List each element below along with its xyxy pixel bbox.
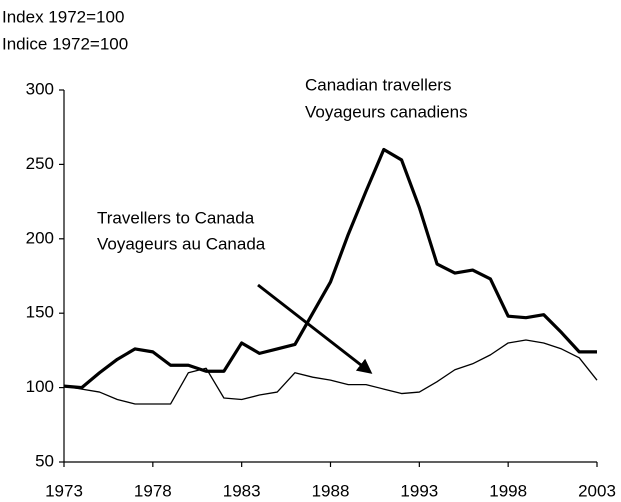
y-tick-label: 250 xyxy=(26,154,54,173)
y-tick-label: 50 xyxy=(35,451,54,470)
arrow xyxy=(257,283,373,374)
x-tick-label: 1988 xyxy=(312,481,350,500)
annotation: Travellers to Canada xyxy=(97,208,255,227)
y-tick-label: 200 xyxy=(26,228,54,247)
x-tick-label: 1973 xyxy=(45,481,83,500)
x-tick-label: 1998 xyxy=(489,481,527,500)
y-axis-label: Indice 1972=100 xyxy=(2,34,128,53)
x-tick-label: 1993 xyxy=(400,481,438,500)
annotation: Canadian travellers xyxy=(305,75,451,94)
y-tick-label: 100 xyxy=(26,377,54,396)
annotation: Voyageurs au Canada xyxy=(97,234,266,253)
line xyxy=(63,147,597,390)
line xyxy=(63,339,598,405)
annotation: Voyageurs canadiens xyxy=(305,102,468,121)
x-tick-label: 1983 xyxy=(223,481,261,500)
y-tick-label: 300 xyxy=(26,79,54,98)
y-tick-label: 150 xyxy=(26,303,54,322)
x-tick-label: 1978 xyxy=(134,481,172,500)
y-axis-label: Index 1972=100 xyxy=(2,7,124,26)
x-tick-label: 2003 xyxy=(578,481,616,500)
